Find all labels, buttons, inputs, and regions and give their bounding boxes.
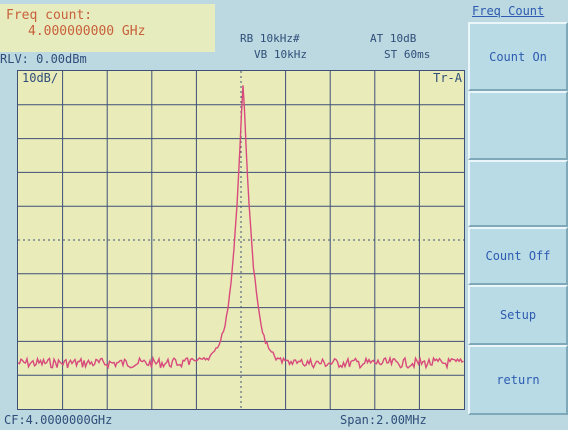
spectrum-graph — [18, 71, 464, 409]
count-off-button[interactable]: Count Off — [468, 227, 568, 285]
resolution-bandwidth: RB 10kHz# — [240, 32, 300, 45]
softkey-blank-1[interactable] — [468, 91, 568, 160]
span: Span:2.00MHz — [340, 413, 427, 427]
reference-level: RLV: 0.00dBm — [0, 52, 87, 66]
spectrum-plot: 10dB/ Tr-A — [17, 70, 465, 410]
sweep-time: ST 60ms — [384, 48, 431, 61]
video-bandwidth: VB 10kHz — [254, 48, 307, 61]
count-on-button[interactable]: Count On — [468, 22, 568, 91]
attenuation: AT 10dB — [370, 32, 417, 45]
center-frequency: CF:4.0000000GHz — [4, 413, 113, 427]
marker-readout: Freq count: 4.000000000 GHz — [0, 4, 215, 52]
softkey-panel: Freq Count Count On Count Off Setup retu… — [466, 0, 568, 430]
marker-title: Freq count: — [6, 8, 93, 23]
softkey-blank-2[interactable] — [468, 160, 568, 227]
scale-label: 10dB/ — [22, 71, 59, 85]
spectrum-trace — [18, 85, 464, 371]
setup-button[interactable]: Setup — [468, 285, 568, 345]
softkey-menu-title: Freq Count — [472, 4, 545, 18]
marker-value: 4.000000000 GHz — [28, 24, 146, 39]
trace-label: Tr-A — [433, 71, 462, 85]
return-button[interactable]: return — [468, 345, 568, 415]
